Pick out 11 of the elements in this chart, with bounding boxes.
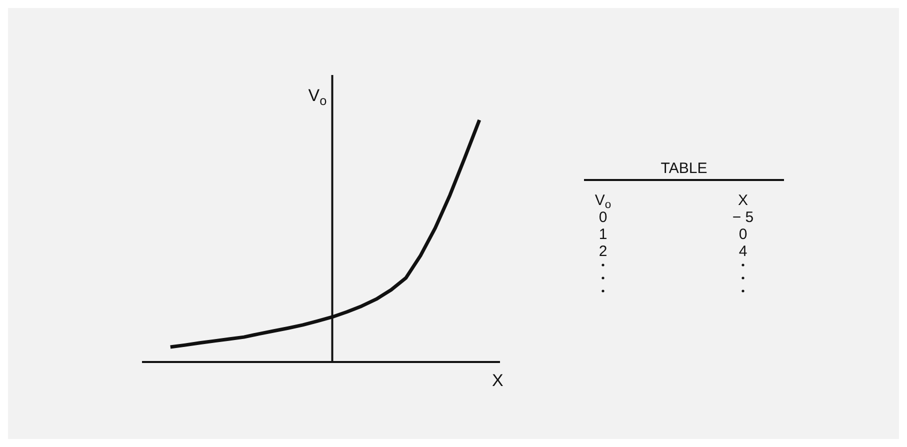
x-axis-title: X (492, 371, 504, 390)
text: 1 (598, 226, 608, 243)
text: 4 (738, 243, 748, 260)
text: V$_{o}$ (594, 192, 612, 212)
text: X (738, 192, 748, 209)
text: 2 (598, 243, 608, 260)
text: 0 (738, 226, 748, 243)
text: 0 (598, 209, 608, 226)
y-axis-title: V$_{o}$ (308, 86, 327, 108)
text: TABLE (584, 160, 784, 181)
text: − 5 (732, 209, 754, 226)
